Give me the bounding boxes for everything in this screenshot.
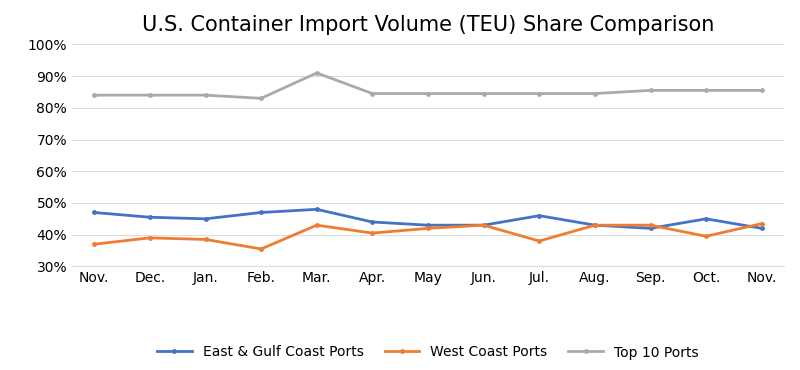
Top 10 Ports (479, 91, 489, 96)
Top 10 Ports (757, 88, 766, 92)
Top 10 Ports (90, 93, 99, 97)
Top 10 Ports (702, 88, 711, 92)
Line: Top 10 Ports: Top 10 Ports (92, 71, 764, 101)
West Coast Ports (90, 242, 99, 246)
Top 10 Ports (646, 88, 655, 92)
West Coast Ports (702, 234, 711, 239)
West Coast Ports (423, 226, 433, 231)
East & Gulf Coast Ports (534, 213, 544, 218)
Top 10 Ports (534, 91, 544, 96)
Top 10 Ports (312, 71, 322, 75)
Top 10 Ports (590, 91, 600, 96)
West Coast Ports (256, 247, 266, 251)
Top 10 Ports (145, 93, 154, 97)
West Coast Ports (367, 231, 377, 235)
West Coast Ports (646, 223, 655, 228)
East & Gulf Coast Ports (479, 223, 489, 228)
Top 10 Ports (256, 96, 266, 101)
Top 10 Ports (201, 93, 210, 97)
Line: West Coast Ports: West Coast Ports (92, 221, 764, 251)
East & Gulf Coast Ports (646, 226, 655, 231)
West Coast Ports (757, 221, 766, 226)
East & Gulf Coast Ports (201, 216, 210, 221)
Line: East & Gulf Coast Ports: East & Gulf Coast Ports (92, 207, 764, 231)
East & Gulf Coast Ports (367, 220, 377, 224)
Title: U.S. Container Import Volume (TEU) Share Comparison: U.S. Container Import Volume (TEU) Share… (142, 14, 714, 34)
East & Gulf Coast Ports (423, 223, 433, 228)
East & Gulf Coast Ports (256, 210, 266, 215)
East & Gulf Coast Ports (757, 226, 766, 231)
West Coast Ports (590, 223, 600, 228)
East & Gulf Coast Ports (590, 223, 600, 228)
West Coast Ports (479, 223, 489, 228)
East & Gulf Coast Ports (145, 215, 154, 219)
East & Gulf Coast Ports (90, 210, 99, 215)
Top 10 Ports (423, 91, 433, 96)
West Coast Ports (145, 236, 154, 240)
East & Gulf Coast Ports (702, 216, 711, 221)
West Coast Ports (312, 223, 322, 228)
East & Gulf Coast Ports (312, 207, 322, 212)
West Coast Ports (201, 237, 210, 242)
Top 10 Ports (367, 91, 377, 96)
West Coast Ports (534, 239, 544, 243)
Legend: East & Gulf Coast Ports, West Coast Ports, Top 10 Ports: East & Gulf Coast Ports, West Coast Port… (151, 340, 705, 365)
